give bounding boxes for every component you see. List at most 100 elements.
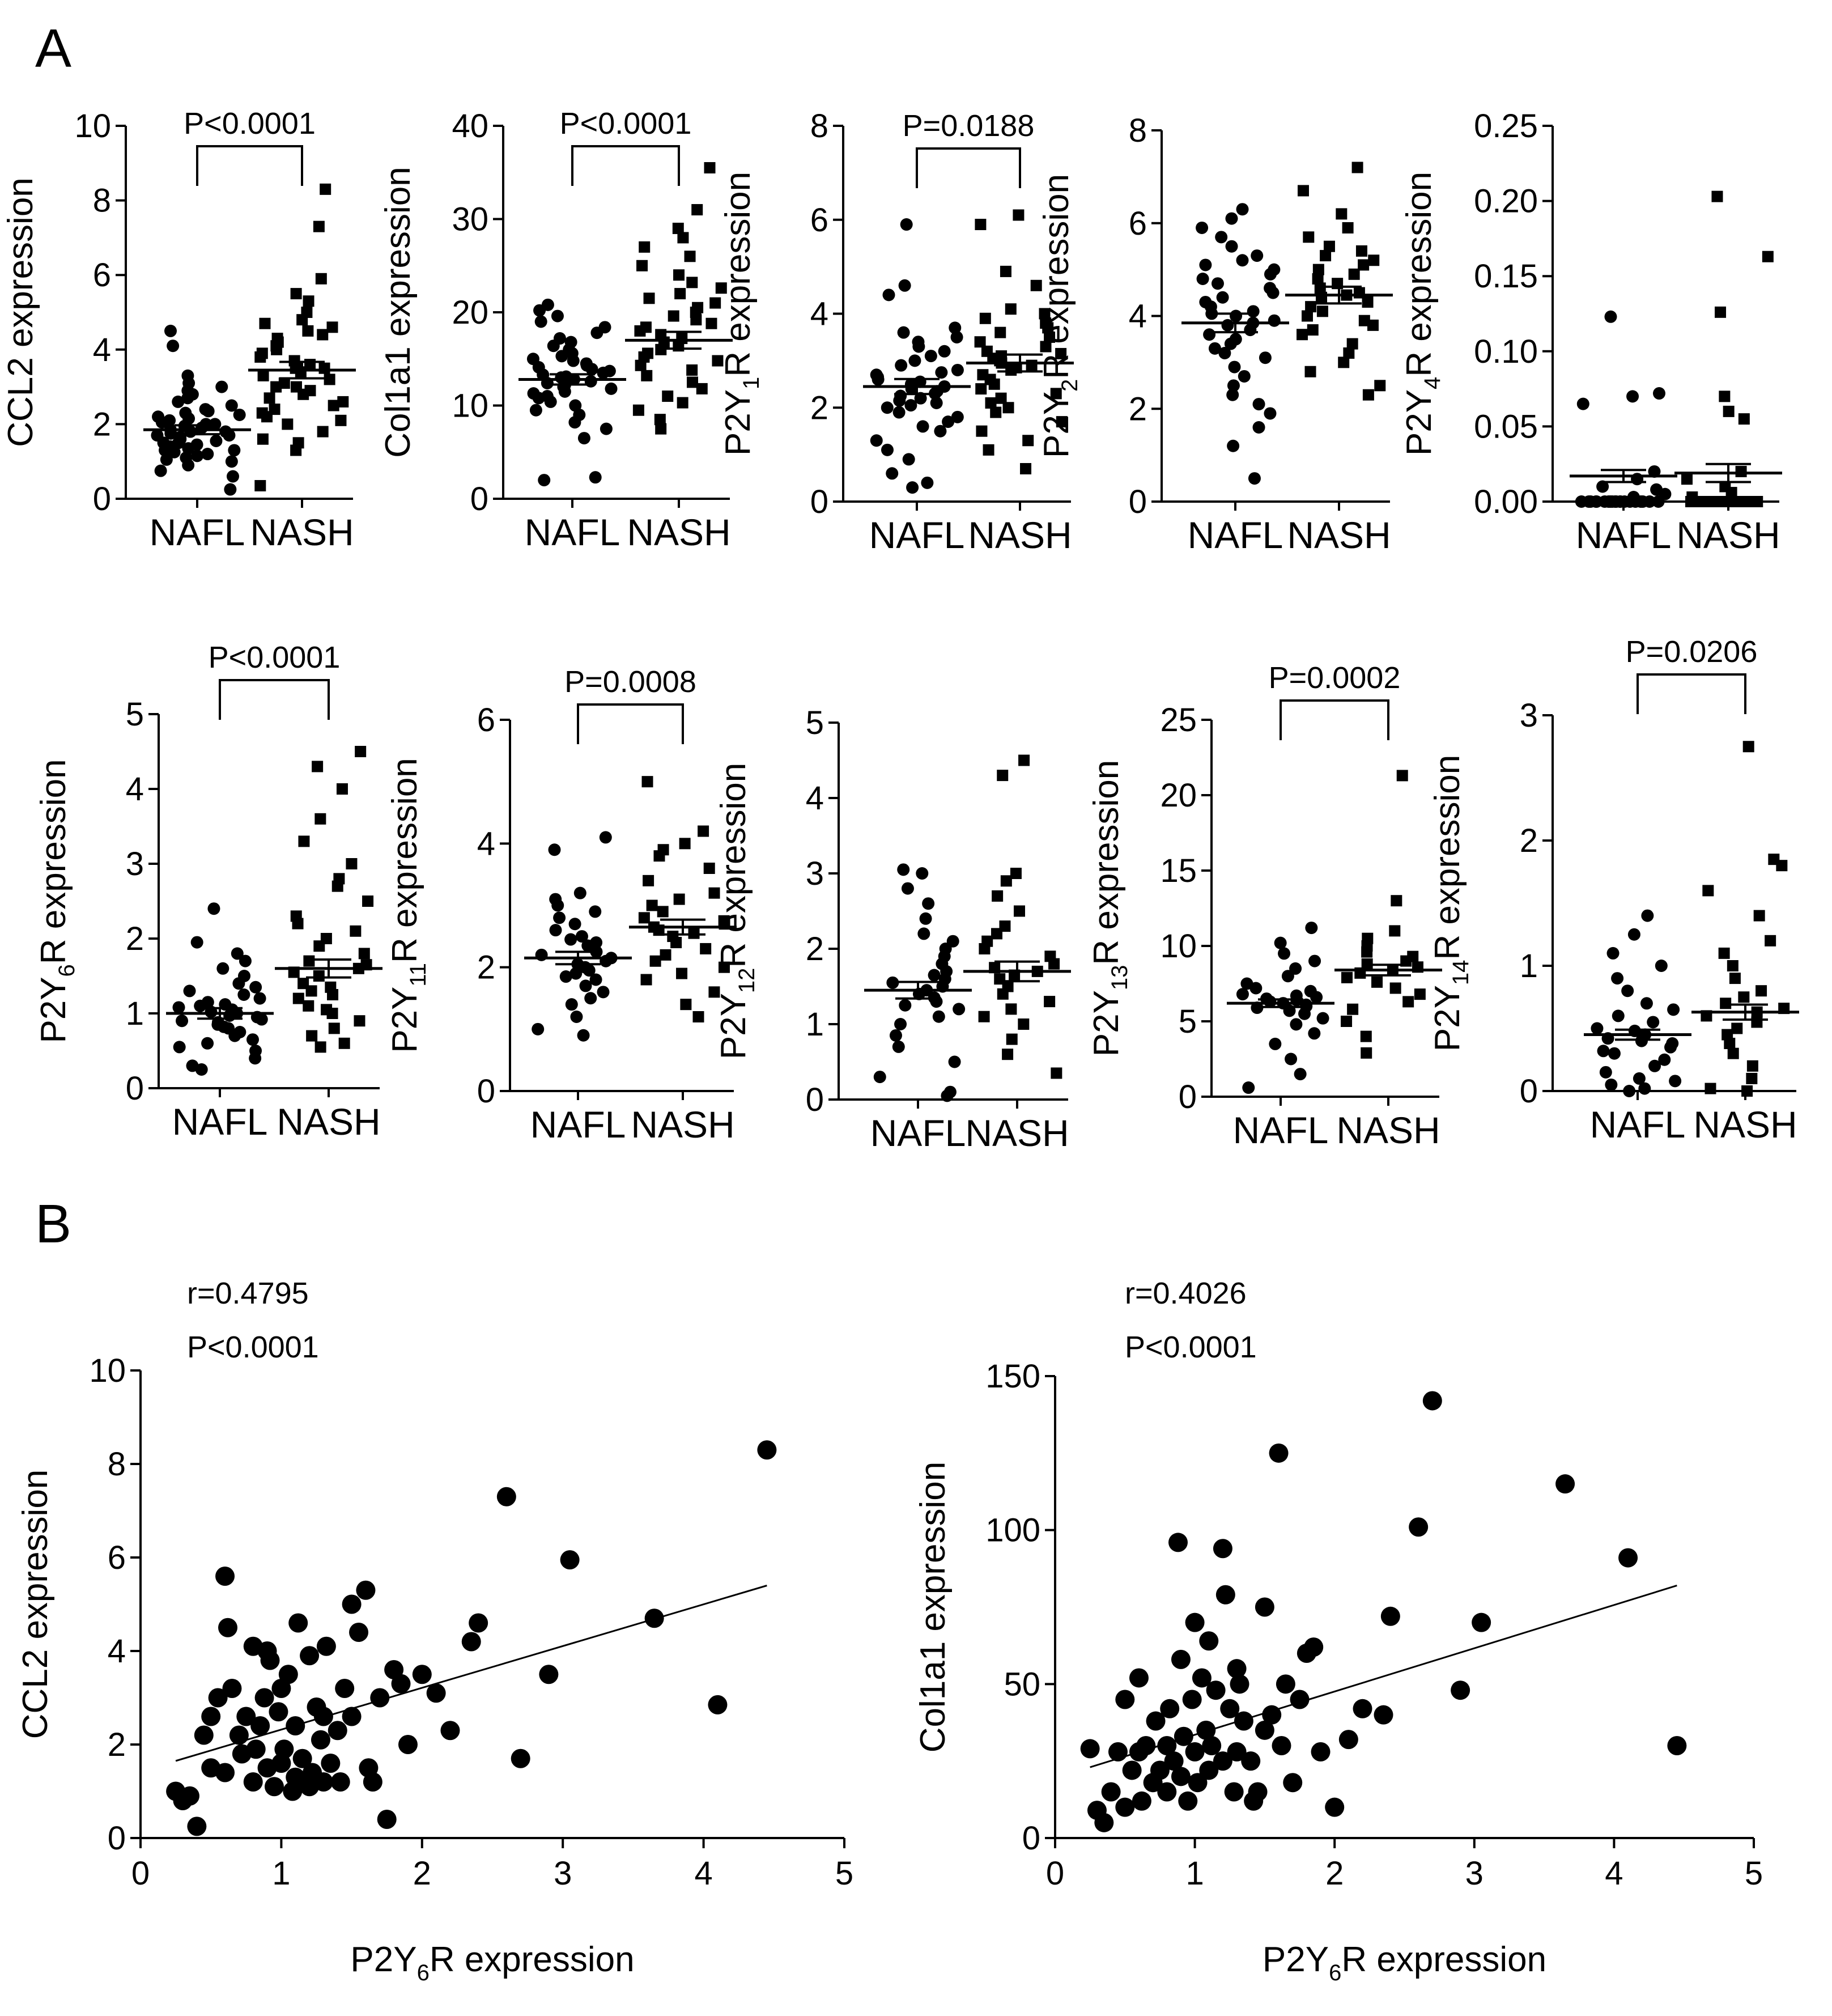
y-tick-label: 25 — [1160, 702, 1197, 739]
data-point — [320, 933, 332, 944]
data-point — [172, 395, 185, 408]
data-point — [598, 321, 611, 334]
data-point — [932, 1010, 945, 1023]
data-point — [886, 976, 899, 989]
data-point — [757, 1440, 777, 1460]
data-point — [237, 988, 250, 1001]
y-tick-label: 0.20 — [1474, 183, 1538, 220]
group-label: NAFL — [1590, 1104, 1686, 1145]
data-point — [1122, 1760, 1142, 1780]
data-point — [225, 399, 238, 412]
data-point — [882, 288, 895, 302]
data-point — [1297, 185, 1309, 197]
y-tick-label: 0 — [477, 1073, 495, 1110]
data-point — [167, 339, 180, 353]
data-point — [1723, 405, 1735, 417]
y-axis-label: P2Y12R expression — [714, 763, 759, 1060]
data-point — [1305, 922, 1318, 935]
data-point — [179, 406, 192, 419]
data-point — [191, 449, 204, 462]
data-point — [1050, 388, 1062, 400]
data-point — [999, 920, 1011, 932]
data-point — [1026, 359, 1038, 371]
data-point — [589, 973, 602, 986]
data-point — [320, 183, 331, 195]
data-point — [263, 392, 275, 404]
y-tick-label: 2 — [1520, 822, 1538, 859]
y-tick-label: 0 — [1022, 1820, 1040, 1857]
data-point — [1351, 162, 1363, 173]
data-point — [589, 471, 602, 484]
data-point — [1051, 1067, 1062, 1079]
data-point — [981, 935, 993, 947]
data-point — [1080, 1739, 1100, 1759]
data-point — [1283, 1773, 1303, 1793]
data-point — [599, 831, 612, 844]
data-point — [1242, 1081, 1255, 1094]
data-point — [579, 979, 592, 992]
y-tick-label: 0 — [93, 481, 111, 517]
data-point — [1316, 305, 1328, 317]
data-point — [700, 943, 712, 954]
data-point — [151, 429, 164, 442]
y-tick-label: 10 — [74, 108, 111, 145]
data-point — [1164, 1751, 1184, 1771]
data-point — [1641, 909, 1654, 922]
significance-bracket — [916, 147, 1021, 188]
data-point — [655, 329, 667, 341]
data-point — [564, 336, 577, 349]
data-point — [1044, 331, 1056, 343]
data-point — [303, 1000, 314, 1012]
data-point — [246, 1033, 259, 1046]
data-point — [1213, 1751, 1232, 1771]
data-point — [916, 420, 929, 433]
data-point — [541, 390, 554, 403]
data-point — [1746, 1072, 1758, 1084]
y-tick-label: 4 — [806, 780, 824, 817]
data-point — [1360, 1030, 1372, 1042]
data-point — [1307, 324, 1319, 336]
x-tick-label: 0 — [131, 1855, 150, 1892]
data-point — [870, 434, 883, 447]
data-point — [712, 355, 724, 367]
data-point — [233, 408, 246, 421]
data-point — [892, 1040, 905, 1053]
data-point — [1199, 1631, 1219, 1651]
y-tick-label: 50 — [1004, 1666, 1040, 1703]
dot-plot-7: 0 2 4 6 NAFL NASH P2Y11R expression P=0.0008 — [385, 665, 737, 1145]
data-point — [1669, 1075, 1682, 1088]
data-point — [1018, 1018, 1030, 1030]
group-label: NASH — [968, 514, 1072, 556]
data-point — [1234, 1711, 1253, 1731]
data-point — [662, 391, 674, 402]
data-point — [1215, 1585, 1235, 1605]
y-tick-label: 100 — [985, 1512, 1040, 1549]
data-point — [257, 433, 269, 445]
data-point — [496, 1487, 516, 1506]
data-point — [1389, 982, 1401, 994]
data-point — [1290, 1018, 1303, 1031]
data-point — [259, 317, 271, 329]
data-point — [314, 1041, 326, 1053]
data-point — [539, 1665, 559, 1684]
data-point — [1304, 1637, 1324, 1657]
data-point — [548, 843, 561, 856]
data-point — [199, 403, 212, 416]
data-point — [527, 387, 540, 400]
data-point — [975, 219, 987, 231]
data-point — [1199, 1760, 1219, 1780]
data-point — [643, 292, 655, 304]
data-point — [1407, 950, 1419, 962]
data-point — [304, 385, 316, 397]
data-point — [684, 251, 696, 262]
data-point — [236, 1707, 256, 1726]
data-point — [254, 479, 266, 491]
data-point — [298, 835, 310, 847]
data-point — [1115, 1797, 1135, 1817]
data-point — [1248, 1782, 1268, 1802]
data-point — [1589, 495, 1603, 508]
data-point — [677, 232, 689, 244]
